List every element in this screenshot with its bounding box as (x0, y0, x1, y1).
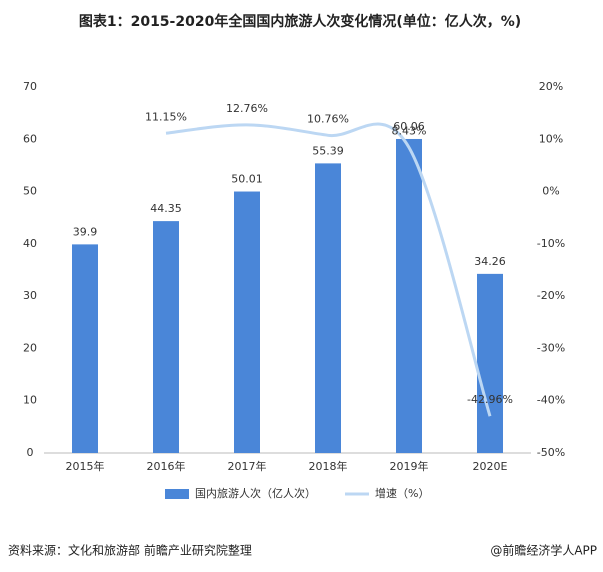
x-tick-label: 2018年 (309, 459, 348, 473)
y2-tick-label: 10% (539, 132, 563, 145)
bar (153, 221, 179, 453)
x-tick-label: 2017年 (228, 459, 267, 473)
line-value-label: 11.15% (145, 110, 187, 123)
source: 资料来源：文化和旅游部 前瞻产业研究院整理 (8, 543, 252, 558)
y-tick-label: 30 (23, 289, 37, 302)
bar-value-label: 44.35 (150, 202, 182, 215)
line-value-label: 8.43% (392, 124, 427, 137)
bar (477, 273, 503, 453)
y-tick-label: 10 (23, 394, 37, 407)
bar-value-label: 34.26 (474, 255, 506, 268)
chart-title: 图表1：2015-2020年全国国内旅游人次变化情况(单位：亿人次，%) (79, 13, 521, 30)
x-tick-label: 2016年 (147, 459, 186, 473)
bar-value-label: 60.06 (393, 120, 425, 133)
credit: @前瞻经济学人APP (490, 543, 597, 558)
legend-label: 增速（%） (375, 486, 429, 500)
legend-swatch (165, 489, 189, 499)
line (165, 122, 492, 417)
y-tick-label: 40 (23, 237, 37, 250)
x-tick-label: 2015年 (66, 459, 105, 473)
y2-tick-label: -20% (537, 289, 565, 302)
y2-tick-label: -30% (537, 341, 565, 354)
bar-value-label: 55.39 (312, 144, 344, 157)
bar (72, 244, 98, 453)
y-tick-label: 60 (23, 132, 37, 145)
y-tick-label: 50 (23, 185, 37, 198)
y2-tick-label: -50% (537, 446, 565, 459)
bar (396, 138, 422, 454)
y-tick-label: 0 (27, 446, 34, 459)
y2-tick-label: 20% (539, 80, 563, 93)
line-value-label: 12.76% (226, 102, 268, 115)
bar-value-label: 39.9 (73, 225, 98, 238)
x-tick-label: 2019年 (390, 459, 429, 473)
x-tick-label: 2020E (473, 460, 508, 473)
y2-tick-label: 0% (542, 185, 559, 198)
line-value-label: -42.96% (467, 393, 513, 406)
y2-tick-label: -40% (537, 394, 565, 407)
legend-label: 国内旅游人次（亿人次） (195, 486, 316, 500)
bar (234, 191, 260, 453)
y-tick-label: 20 (23, 341, 37, 354)
y-tick-label: 70 (23, 80, 37, 93)
bar (315, 163, 341, 453)
y2-tick-label: -10% (537, 237, 565, 250)
line-value-label: 10.76% (307, 112, 349, 125)
bar-value-label: 50.01 (231, 173, 263, 186)
